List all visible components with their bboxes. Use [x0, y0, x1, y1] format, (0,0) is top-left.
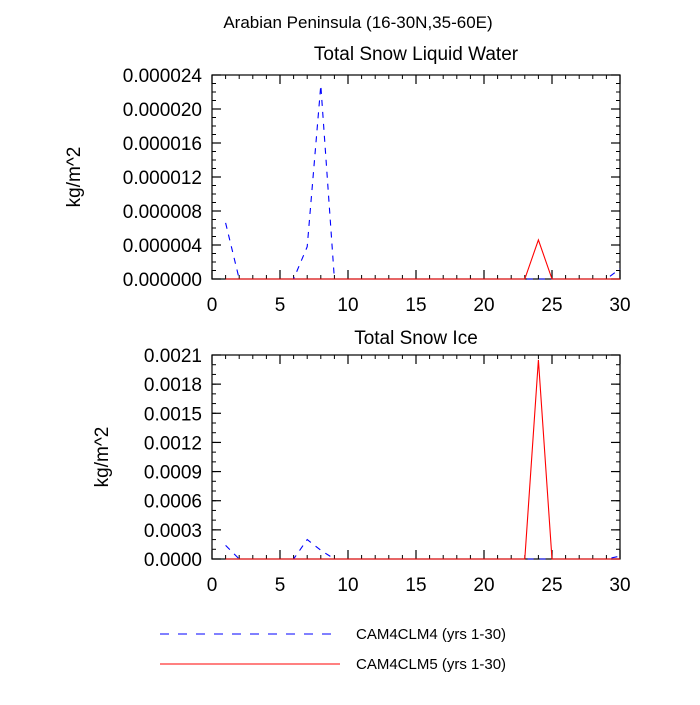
x-tick-label: 20 — [473, 295, 494, 316]
y-tick-label: 0.000020 — [123, 100, 202, 121]
y-tick-label: 0.0006 — [144, 492, 202, 513]
chart-panel-2: Total Snow Ice 0 5 10 15 20 25 30 0.0000 0.0003 0.… — [92, 328, 631, 596]
y-tick-label: 0.0003 — [144, 521, 202, 542]
x-tick-label: 0 — [207, 295, 218, 316]
y-tick-label: 0.000000 — [123, 270, 202, 291]
y-tick-label: 0.0000 — [144, 550, 202, 571]
chart-title: Total Snow Liquid Water — [314, 44, 519, 65]
legend: CAM4CLM4 (yrs 1-30) CAM4CLM5 (yrs 1-30) — [160, 626, 506, 673]
y-axis-label: kg/m^2 — [64, 147, 85, 208]
y-tick-label: 0.000012 — [123, 168, 202, 189]
x-tick-label: 30 — [609, 295, 630, 316]
y-tick-label: 0.000024 — [123, 66, 203, 87]
x-tick-label: 5 — [275, 295, 286, 316]
x-tick-label: 20 — [473, 575, 494, 596]
x-tick-label: 25 — [541, 295, 562, 316]
y-tick-label: 0.0009 — [144, 463, 202, 484]
x-tick-label: 0 — [207, 575, 218, 596]
x-tick-label: 10 — [337, 295, 358, 316]
plot-frame — [211, 354, 621, 560]
y-axis-label: kg/m^2 — [92, 427, 113, 488]
chart-panel-1: Total Snow Liquid Water 0 5 10 15 20 25 30 0.000… — [64, 44, 631, 316]
y-tick-label: 0.0012 — [144, 433, 202, 454]
page-title: Arabian Peninsula (16-30N,35-60E) — [223, 13, 492, 32]
x-tick-label: 25 — [541, 575, 562, 596]
x-tick-label: 15 — [405, 575, 426, 596]
series-line-cam4clm5 — [225, 238, 620, 280]
y-tick-label: 0.000016 — [123, 134, 202, 155]
y-tick-label: 0.0021 — [144, 346, 202, 367]
y-tick-label: 0.000004 — [123, 236, 203, 257]
x-tick-label: 15 — [405, 295, 426, 316]
legend-label: CAM4CLM5 (yrs 1-30) — [356, 656, 506, 673]
y-tick-label: 0.0018 — [144, 375, 202, 396]
legend-label: CAM4CLM4 (yrs 1-30) — [356, 626, 506, 643]
y-tick-label: 0.0015 — [144, 404, 202, 425]
x-tick-label: 10 — [337, 575, 358, 596]
x-tick-label: 30 — [609, 575, 630, 596]
plot-frame — [211, 74, 621, 280]
series-line-cam4clm4 — [225, 85, 621, 280]
y-tick-label: 0.000008 — [123, 202, 202, 223]
chart-title: Total Snow Ice — [354, 328, 478, 349]
x-tick-label: 5 — [275, 575, 286, 596]
series-line-cam4clm4 — [225, 538, 621, 560]
series-line-cam4clm5 — [225, 359, 620, 560]
chart-panels: Total Snow Liquid Water 0 5 10 15 20 25 30 0.000… — [64, 44, 631, 596]
